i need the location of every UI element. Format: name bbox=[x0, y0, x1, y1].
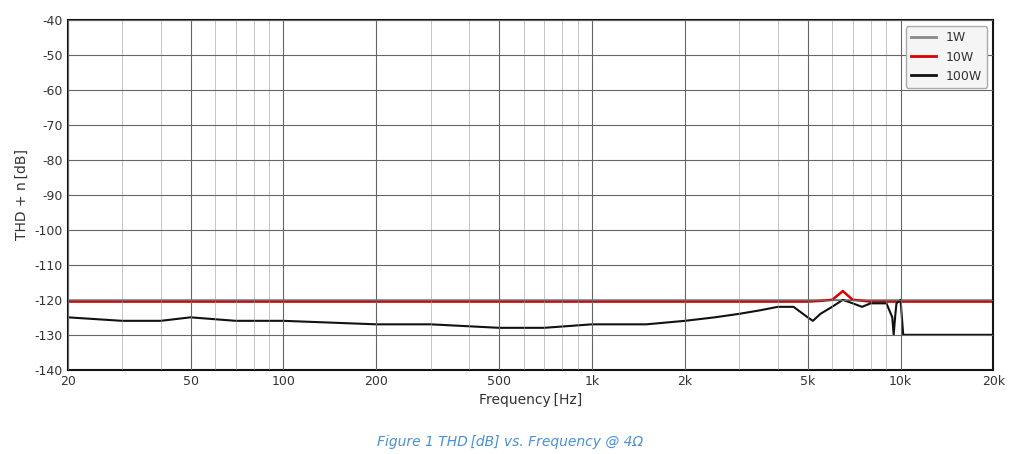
10W bbox=[585, 299, 597, 304]
100W bbox=[872, 301, 884, 306]
Text: Figure 1 THD [dB] vs. Frequency @ 4Ω: Figure 1 THD [dB] vs. Frequency @ 4Ω bbox=[377, 435, 642, 449]
Line: 100W: 100W bbox=[67, 300, 993, 335]
100W bbox=[753, 308, 765, 313]
10W bbox=[813, 298, 825, 304]
Line: 10W: 10W bbox=[67, 291, 993, 301]
100W bbox=[787, 304, 799, 310]
Y-axis label: THD + n [dB]: THD + n [dB] bbox=[15, 149, 29, 241]
X-axis label: Frequency [Hz]: Frequency [Hz] bbox=[479, 393, 582, 407]
100W bbox=[887, 332, 899, 337]
100W bbox=[864, 301, 876, 306]
100W bbox=[538, 325, 550, 331]
100W bbox=[948, 332, 960, 337]
100W bbox=[585, 321, 597, 327]
100W bbox=[896, 332, 908, 337]
100W bbox=[890, 301, 902, 306]
10W bbox=[825, 297, 838, 302]
10W bbox=[887, 299, 899, 304]
100W bbox=[424, 321, 436, 327]
10W bbox=[846, 297, 858, 302]
100W bbox=[806, 318, 818, 324]
10W bbox=[771, 299, 784, 304]
10W bbox=[678, 299, 690, 304]
10W bbox=[879, 299, 892, 304]
10W bbox=[801, 299, 813, 304]
10W bbox=[492, 299, 504, 304]
100W bbox=[918, 332, 930, 337]
10W bbox=[61, 299, 73, 304]
100W bbox=[855, 304, 867, 310]
100W bbox=[889, 315, 901, 320]
100W bbox=[155, 318, 167, 324]
100W bbox=[801, 315, 813, 320]
10W bbox=[864, 299, 876, 304]
100W bbox=[184, 315, 197, 320]
10W bbox=[986, 299, 999, 304]
100W bbox=[836, 297, 848, 302]
10W bbox=[733, 299, 745, 304]
100W bbox=[61, 315, 73, 320]
100W bbox=[370, 321, 382, 327]
Legend: 1W, 10W, 100W: 1W, 10W, 100W bbox=[905, 26, 986, 88]
10W bbox=[894, 299, 906, 304]
100W bbox=[879, 301, 892, 306]
10W bbox=[836, 288, 848, 294]
100W bbox=[229, 318, 242, 324]
100W bbox=[894, 297, 906, 302]
100W bbox=[708, 315, 720, 320]
100W bbox=[492, 325, 504, 331]
10W bbox=[277, 299, 289, 304]
100W bbox=[825, 304, 838, 310]
10W bbox=[948, 299, 960, 304]
100W bbox=[813, 311, 825, 316]
100W bbox=[986, 332, 999, 337]
100W bbox=[277, 318, 289, 324]
100W bbox=[116, 318, 128, 324]
100W bbox=[733, 311, 745, 316]
100W bbox=[640, 321, 652, 327]
100W bbox=[771, 304, 784, 310]
100W bbox=[678, 318, 690, 324]
100W bbox=[846, 301, 858, 306]
100W bbox=[886, 315, 898, 320]
